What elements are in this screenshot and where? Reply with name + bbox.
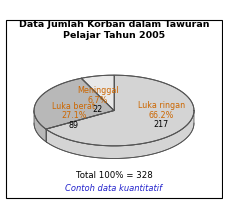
Polygon shape: [34, 78, 114, 129]
Text: 22: 22: [92, 105, 102, 114]
Text: 89: 89: [69, 121, 79, 130]
Polygon shape: [34, 110, 46, 142]
Polygon shape: [46, 75, 193, 146]
Text: 66.2%: 66.2%: [148, 110, 173, 120]
Text: 6.7%: 6.7%: [87, 96, 107, 105]
Text: 217: 217: [153, 120, 168, 129]
Text: 27.1%: 27.1%: [61, 111, 86, 120]
Text: Total 100% = 328: Total 100% = 328: [75, 171, 152, 180]
Text: Contoh data kuantitatif: Contoh data kuantitatif: [65, 184, 162, 193]
Polygon shape: [46, 111, 193, 158]
Text: Luka berat: Luka berat: [52, 102, 95, 111]
Text: Data Jumlah Korban dalam Tawuran
Pelajar Tahun 2005: Data Jumlah Korban dalam Tawuran Pelajar…: [19, 20, 208, 40]
Text: Luka ringan: Luka ringan: [137, 101, 184, 110]
Text: Meninggal: Meninggal: [76, 86, 118, 95]
Polygon shape: [81, 75, 114, 110]
